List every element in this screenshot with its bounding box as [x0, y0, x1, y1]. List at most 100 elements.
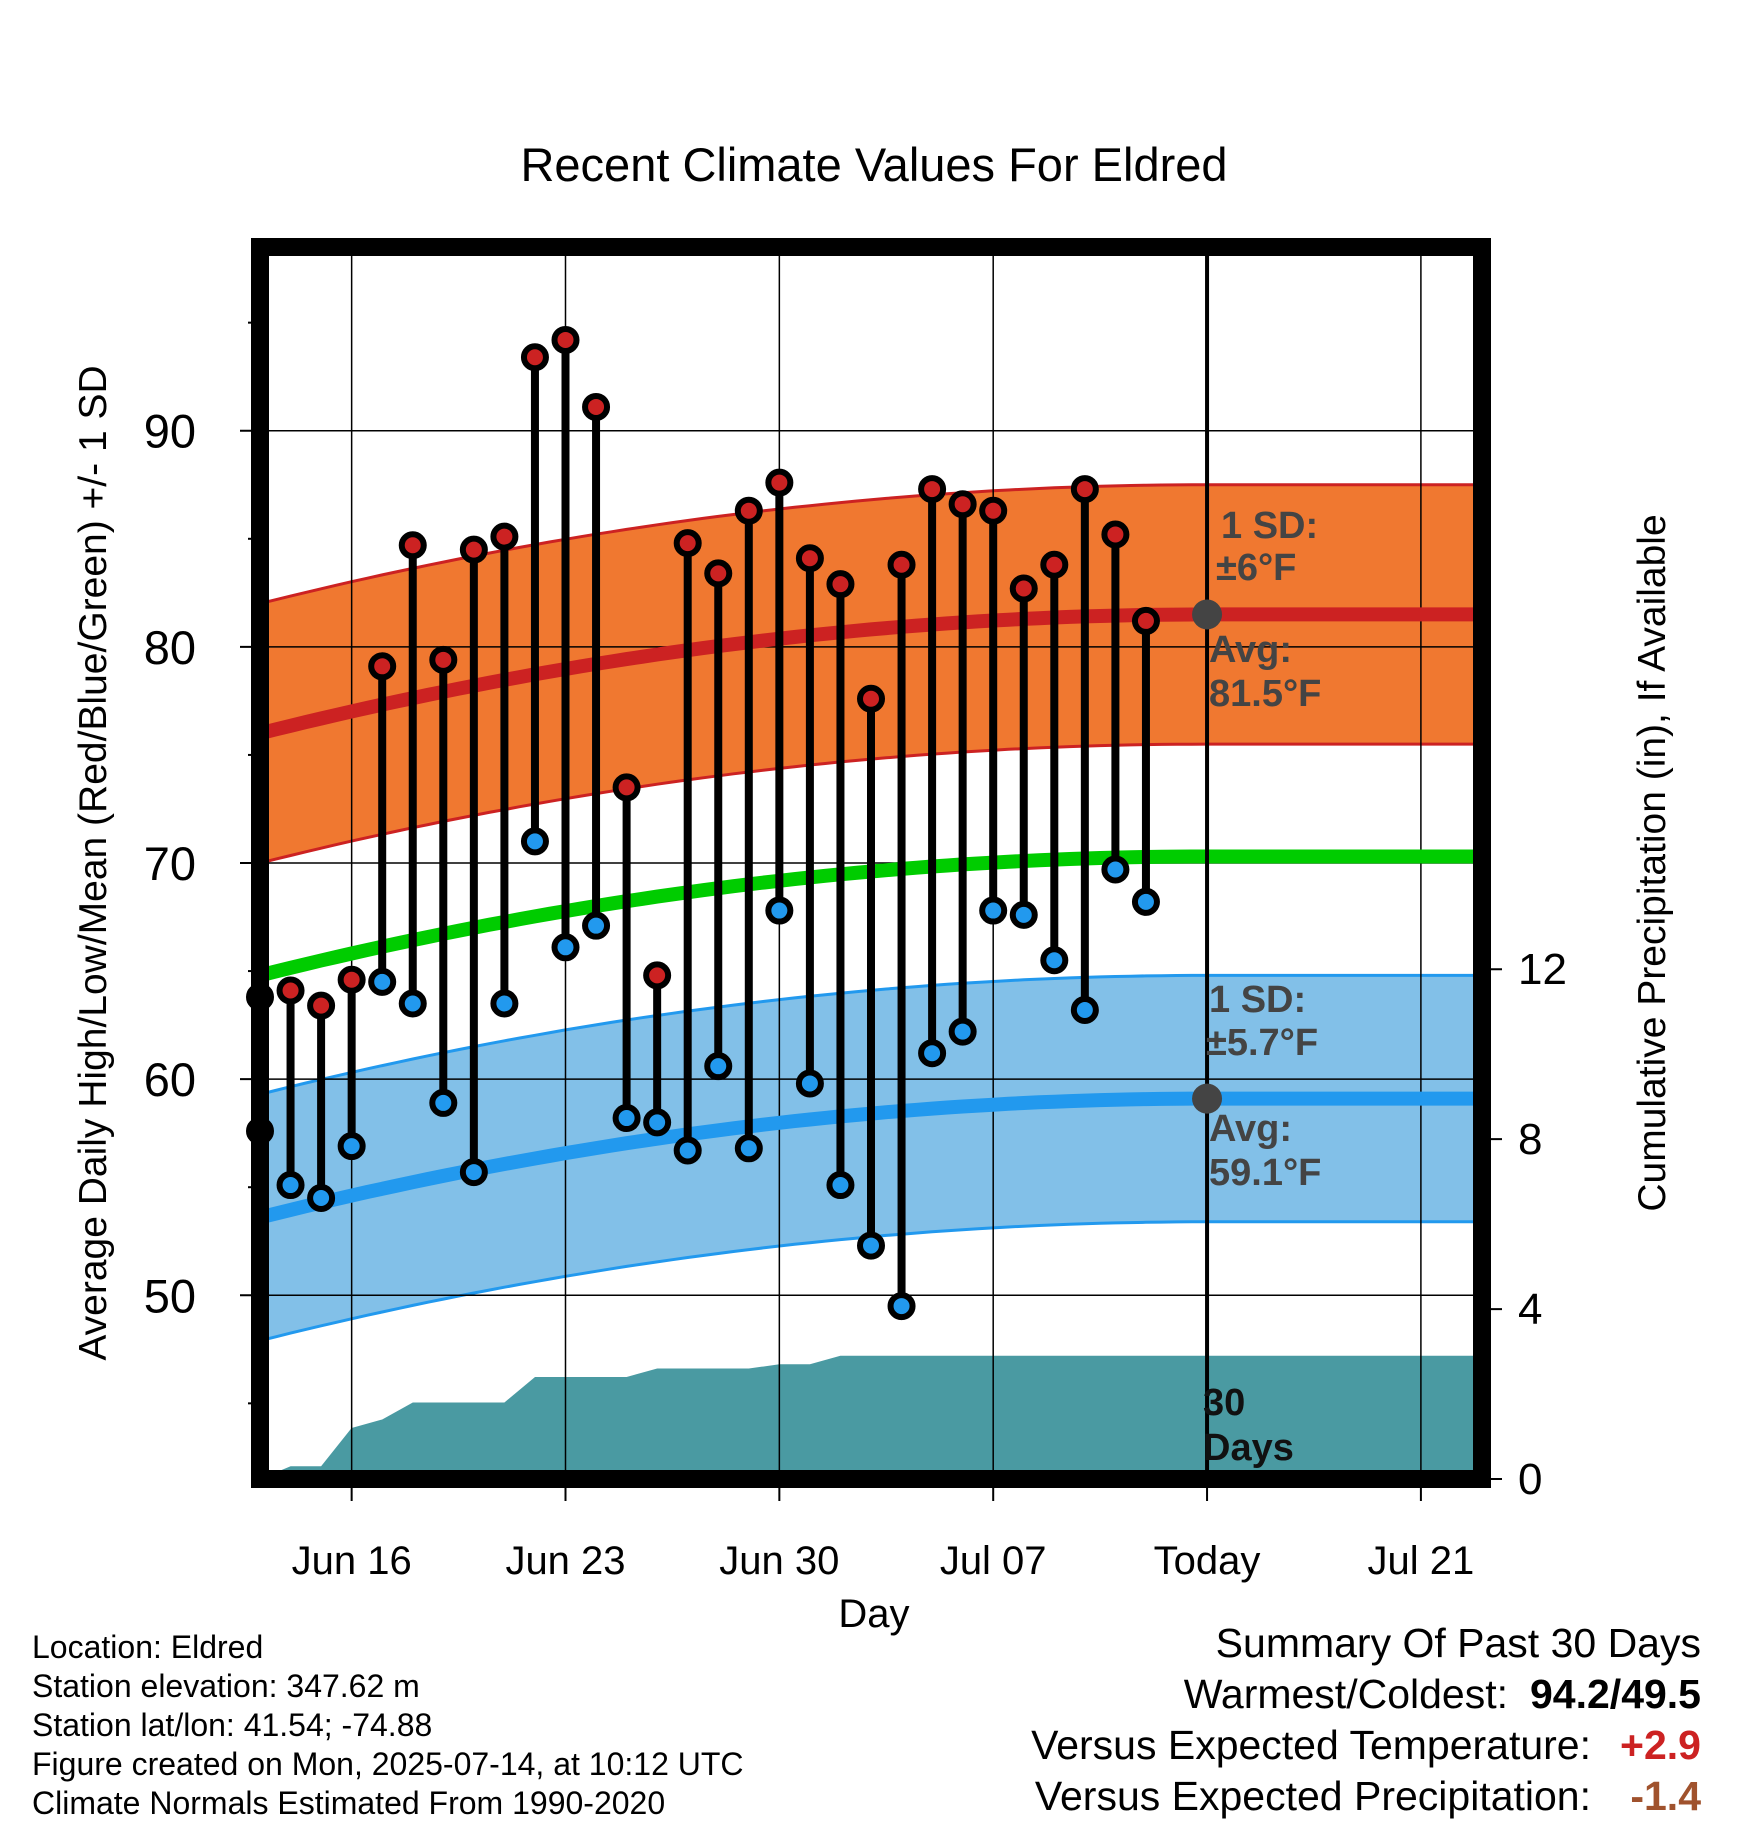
daily-low-point: [551, 933, 580, 962]
daily-low-point: [429, 1088, 458, 1117]
high-normal-line: [260, 607, 1482, 741]
daily-low-point: [368, 967, 397, 996]
daily-high-point: [857, 684, 885, 713]
daily-low-point: [520, 827, 549, 856]
daily-high-point: [612, 773, 641, 802]
daily-high-point: [1101, 520, 1130, 549]
y-tick-label-left: 80: [144, 621, 196, 674]
daily-low-point: [887, 1292, 916, 1321]
daily-low-point: [643, 1108, 672, 1137]
daily-high-point: [307, 991, 336, 1020]
y-axis-label-left: Average Daily High/Low/Mean (Red/Blue/Gr…: [72, 365, 115, 1360]
daily-high-point: [1040, 550, 1069, 579]
x-tick-label: Today: [1154, 1539, 1261, 1583]
daily-low-point: [398, 989, 427, 1018]
y-tick-label-right: 8: [1518, 1115, 1542, 1164]
daily-low-point: [1131, 887, 1160, 916]
daily-high-point: [368, 652, 397, 681]
daily-high-point: [826, 570, 855, 599]
daily-low-point: [765, 896, 794, 925]
x-tick-label: Jul 07: [940, 1539, 1047, 1583]
daily-high-point: [948, 490, 977, 519]
daily-high-point: [1131, 606, 1160, 635]
daily-high-point: [1009, 574, 1038, 603]
y-tick-label-left: 90: [144, 405, 196, 458]
daily-low-point: [734, 1134, 763, 1163]
daily-low-point: [1070, 995, 1099, 1024]
precip-anomaly-row: Versus Expected Precipitation: -1.4: [1031, 1771, 1701, 1822]
daily-high-point: [276, 976, 305, 1005]
daily-low-point: [1040, 946, 1069, 975]
y-tick-label-right: 0: [1518, 1455, 1542, 1504]
period-label: 30 Days: [1203, 1382, 1294, 1469]
x-tick-label: Jun 30: [719, 1539, 839, 1583]
daily-high-point: [459, 535, 488, 564]
y-tick-label-left: 50: [144, 1269, 196, 1322]
daily-high-point: [398, 531, 427, 560]
daily-low-point: [857, 1231, 885, 1260]
daily-low-point: [612, 1104, 641, 1133]
created-text: Figure created on Mon, 2025-07-14, at 10…: [32, 1746, 744, 1782]
x-tick-label: Jun 23: [505, 1539, 625, 1583]
daily-high-point: [673, 529, 702, 558]
daily-low-point: [1009, 900, 1038, 929]
low-avg-annotation: Avg: 59.1°F: [1209, 1108, 1321, 1194]
y-tick-label-right: 4: [1518, 1285, 1542, 1334]
daily-low-point: [948, 1017, 977, 1046]
daily-low-point: [673, 1136, 702, 1165]
x-tick-label: Jul 21: [1368, 1539, 1475, 1583]
today-high-normal-marker: [1192, 599, 1223, 630]
normals-text: Climate Normals Estimated From 1990-2020: [32, 1785, 666, 1821]
daily-high-point: [643, 961, 672, 990]
daily-high-point: [429, 645, 458, 674]
chart-title: Recent Climate Values For Eldred: [520, 138, 1227, 191]
daily-low-point: [459, 1158, 488, 1187]
low-sd-annotation: 1 SD: ±5.7°F: [1206, 979, 1318, 1064]
daily-high-point: [582, 392, 611, 421]
daily-high-point: [979, 496, 1008, 525]
today-low-normal-marker: [1192, 1083, 1223, 1114]
daily-low-point: [795, 1069, 824, 1098]
daily-high-point: [704, 559, 733, 588]
daily-low-point: [1101, 855, 1130, 884]
temp-anomaly-value: +2.9: [1620, 1722, 1701, 1768]
daily-low-point: [979, 896, 1008, 925]
precip-anomaly-label: Versus Expected Precipitation:: [1034, 1773, 1591, 1819]
location-text: Location: Eldred: [32, 1629, 264, 1665]
latlon-text: Station lat/lon: 41.54; -74.88: [32, 1707, 433, 1743]
x-tick-label: Jun 16: [292, 1539, 412, 1583]
elevation-text: Station elevation: 347.62 m: [32, 1668, 420, 1704]
y-tick-label-left: 60: [144, 1053, 196, 1106]
x-axis-label: Day: [838, 1592, 909, 1636]
daily-low-point: [826, 1171, 855, 1200]
daily-high-point: [1070, 475, 1099, 504]
daily-high-point: [520, 343, 549, 372]
daily-high-point: [887, 550, 916, 579]
warm-cold-value: 94.2/49.5: [1530, 1671, 1701, 1717]
daily-high-point: [795, 544, 824, 573]
y-tick-label-right: 12: [1518, 945, 1567, 994]
daily-low-point: [307, 1184, 336, 1213]
y-axis-label-right: Cumulative Precipitation (in), If Availa…: [1631, 514, 1674, 1211]
y-tick-label-left: 70: [144, 837, 196, 890]
warm-cold-row: Warmest/Coldest: 94.2/49.5: [1031, 1669, 1701, 1720]
daily-high-point: [765, 468, 794, 497]
temp-anomaly-label: Versus Expected Temperature:: [1031, 1722, 1591, 1768]
daily-low-point: [276, 1171, 305, 1200]
summary-title: Summary Of Past 30 Days: [1215, 1620, 1701, 1666]
daily-low-point: [704, 1052, 733, 1081]
daily-low-point: [337, 1132, 366, 1161]
station-info: Location: Eldred Station elevation: 347.…: [32, 1628, 744, 1823]
warm-cold-label: Warmest/Coldest:: [1183, 1671, 1508, 1717]
daily-low-point: [918, 1039, 947, 1068]
daily-high-point: [734, 496, 763, 525]
plot-frame: [251, 238, 1491, 1488]
daily-low-point: [582, 911, 611, 940]
daily-high-point: [490, 522, 519, 551]
summary-panel: Summary Of Past 30 Days Warmest/Coldest:…: [1031, 1618, 1701, 1822]
daily-high-point: [551, 325, 580, 354]
daily-high-point: [918, 475, 947, 504]
high-sd-annotation: 1 SD: ±6°F: [1216, 505, 1329, 589]
high-avg-annotation: Avg: 81.5°F: [1209, 629, 1321, 715]
